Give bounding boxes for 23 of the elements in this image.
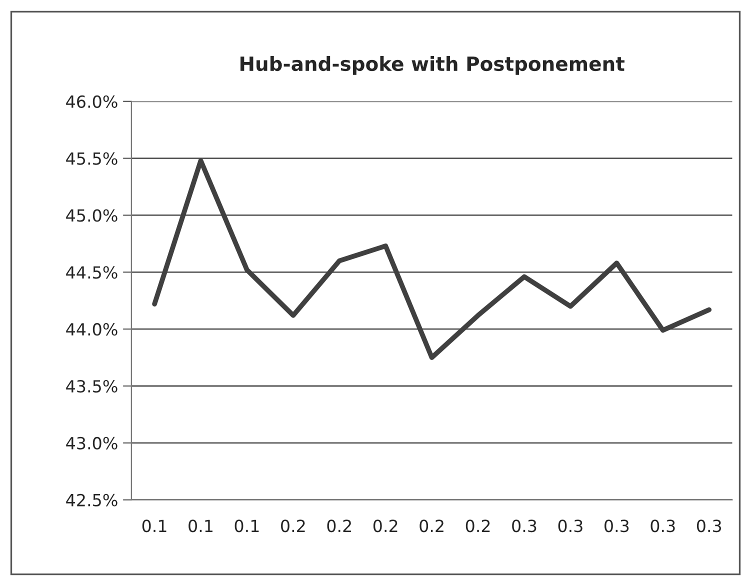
x-tick-label: 0.3 [512, 520, 536, 532]
x-tick-label: 0.1 [142, 520, 166, 532]
line-series [152, 158, 712, 360]
x-tick-label: 0.2 [327, 520, 351, 532]
x-tick-label: 0.1 [234, 520, 259, 532]
y-tick-label: 45.5% [66, 152, 118, 165]
y-tick-label: 46.0% [66, 95, 118, 108]
x-tick-label: 0.2 [281, 520, 305, 532]
x-tick-label: 0.3 [604, 520, 629, 532]
x-tick-label: 0.3 [558, 520, 582, 532]
y-tick-label: 43.0% [66, 436, 118, 450]
y-tick-label: 44.0% [66, 323, 118, 336]
y-tick-label: 42.5% [66, 494, 118, 506]
chart-title: Hub-and-spoke with Postponement [240, 56, 624, 75]
x-tick-label: 0.2 [466, 520, 490, 532]
x-tick-label: 0.1 [188, 520, 212, 532]
y-tick-label: 45.0% [66, 209, 118, 222]
x-tick-label: 0.2 [420, 520, 444, 532]
x-tick-label: 0.3 [650, 520, 675, 532]
y-tick-label: 44.5% [66, 266, 118, 279]
y-tick-label: 43.5% [66, 380, 118, 393]
x-tick-label: 0.3 [696, 520, 722, 532]
x-tick-label: 0.2 [373, 520, 398, 532]
